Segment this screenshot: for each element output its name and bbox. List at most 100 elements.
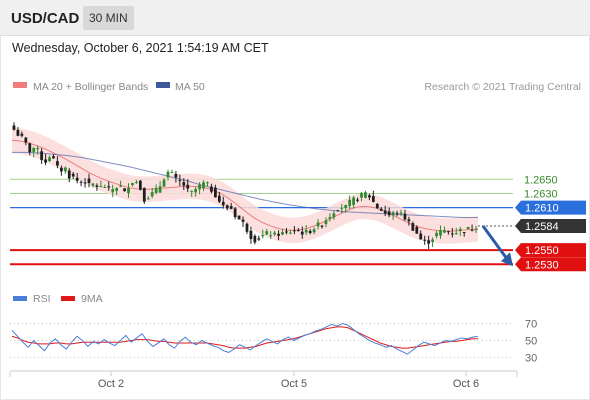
candle-body [379, 208, 383, 211]
candle-body [170, 172, 174, 174]
rsi-legend-swatch [13, 296, 27, 301]
candle-body [91, 183, 95, 186]
candle-body [210, 186, 213, 192]
candle-body [332, 213, 336, 218]
rsi-grid: 70 50 30 [10, 319, 537, 365]
chart-timestamp: Wednesday, October 6, 2021 1:54:19 AM CE… [12, 41, 269, 55]
candle-body [135, 182, 138, 184]
candle-body [79, 181, 83, 183]
candle-body [206, 182, 209, 184]
candle-body [95, 185, 99, 187]
candle-body [364, 192, 367, 198]
candle-body [273, 232, 277, 235]
x-axis: Oct 2 Oct 5 Oct 6 [98, 371, 479, 390]
ma50-line [12, 151, 478, 219]
candle-body [403, 213, 407, 220]
candle-body [399, 212, 403, 214]
candle-body [296, 230, 300, 232]
candle-body [75, 177, 79, 181]
ma20-legend-swatch [13, 82, 27, 88]
candle-body [190, 190, 194, 192]
level-label-1.2630: 1.2630 [524, 188, 558, 200]
candle-body [99, 186, 103, 188]
candle-body [213, 187, 217, 198]
candle-body [154, 188, 158, 193]
forecast-arrow [481, 225, 513, 267]
candle-body [344, 204, 348, 208]
level-tag-text-1.2584: 1.2584 [525, 221, 559, 233]
candle-body [316, 222, 320, 227]
candle-body [182, 182, 186, 186]
rsi-series-rsi [11, 322, 479, 355]
candle-body [237, 215, 241, 220]
candle-body [131, 183, 134, 185]
candle-body [146, 198, 150, 200]
candle-body [36, 147, 40, 150]
candle-body [435, 232, 438, 237]
level-tag-text-1.2610: 1.2610 [525, 203, 559, 215]
candle-body [142, 187, 146, 202]
candle-body [285, 231, 288, 233]
candle-body [304, 229, 308, 233]
candle-body [52, 156, 55, 159]
forecast-arrow-head [501, 252, 513, 267]
candle-body [56, 161, 59, 166]
ma20-legend-label: MA 20 + Bollinger Bands [33, 81, 148, 93]
rsi-tick-70: 70 [525, 319, 537, 331]
candle-body [150, 192, 154, 197]
level-tag-box-1.2584 [515, 219, 586, 234]
x-tick-label-2: Oct 6 [453, 378, 479, 390]
candle-body [257, 238, 261, 240]
candle-body [375, 203, 379, 209]
candle-body [312, 229, 316, 233]
candle-body [368, 195, 371, 198]
candle-body [71, 173, 75, 177]
candle-body [233, 208, 237, 218]
candle-body [67, 170, 71, 179]
x-tick-label-1: Oct 5 [281, 378, 307, 390]
candle-body [194, 188, 198, 193]
candle-body [24, 137, 28, 143]
level-tag-text-1.2550: 1.2550 [525, 245, 559, 257]
candle-body [225, 205, 229, 209]
level-tag-box-1.2610 [515, 200, 586, 215]
candle-body [474, 229, 478, 231]
timeframe-button[interactable]: 30 MIN [83, 6, 134, 30]
candle-body [123, 188, 126, 192]
candle-body [48, 157, 51, 162]
candle-body [458, 229, 462, 232]
candle-body [265, 231, 269, 235]
candle-body [115, 188, 119, 192]
x-tick-label-0: Oct 2 [98, 378, 124, 390]
bollinger-band-fill [12, 127, 478, 244]
symbol-label: USD/CAD [11, 10, 80, 27]
level-label-1.2650: 1.2650 [524, 174, 558, 186]
candle-body [446, 231, 450, 233]
candle-body [340, 207, 344, 209]
candle-body [454, 233, 458, 235]
candle-body [281, 232, 284, 235]
candle-body [186, 184, 190, 189]
price-level-tags: 1.2650 1.2630 1.2610 1.2584 1.2550 1.2530 [515, 174, 586, 272]
candle-body [16, 129, 20, 136]
candle-body [308, 230, 312, 234]
candle-body [407, 219, 411, 222]
level-tag-1.2610: 1.2610 [515, 200, 586, 215]
candle-body [158, 186, 162, 193]
candle-body [245, 223, 249, 232]
candle-body [111, 189, 115, 193]
level-tag-box-1.2550 [515, 243, 586, 258]
candle-body [320, 225, 324, 227]
candle-body [44, 159, 47, 163]
candle-body [391, 212, 395, 216]
research-credit: Research © 2021 Trading Central [424, 81, 581, 93]
ma50-legend-swatch [156, 82, 170, 88]
chart-header-bar: USD/CAD 30 MIN [0, 0, 590, 36]
level-tag-1.2550: 1.2550 [515, 243, 586, 258]
candle-body [277, 233, 280, 236]
candle-body [352, 197, 355, 205]
forecast-arrow-shaft [481, 225, 510, 262]
candle-body [427, 240, 431, 244]
candle-body [292, 230, 296, 232]
candle-body [178, 180, 182, 182]
